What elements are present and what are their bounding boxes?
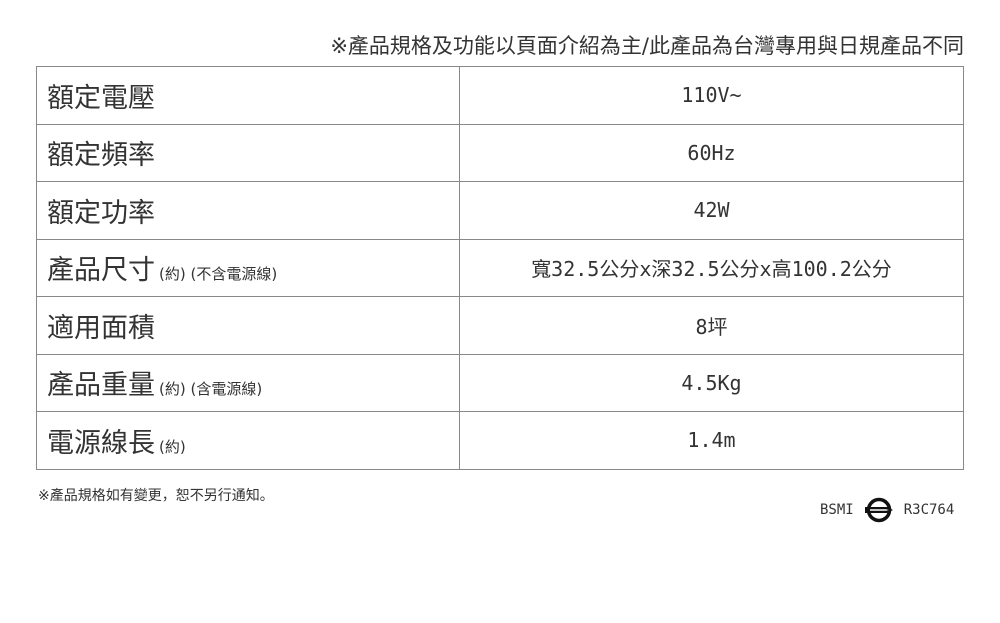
- spec-label: 電源線長: [47, 427, 155, 459]
- spec-value: 110V~: [459, 66, 964, 125]
- spec-table: 額定電壓 110V~ 額定頻率 60Hz 額定功率 42W 產品尺寸 (約) (不含電源線) 寬…: [36, 66, 964, 470]
- spec-row: 適用面積 8坪: [36, 296, 964, 355]
- bsmi-prefix: BSMI: [820, 502, 854, 518]
- spec-label-cell: 電源線長 (約): [36, 411, 460, 470]
- spec-row: 額定功率 42W: [36, 181, 964, 240]
- spec-label-note: (約) (含電源線): [159, 380, 263, 399]
- spec-label-cell: 額定電壓: [36, 66, 460, 125]
- spec-label-cell: 額定功率: [36, 181, 460, 240]
- spec-row: 電源線長 (約) 1.4m: [36, 411, 964, 470]
- spec-label-cell: 產品尺寸 (約) (不含電源線): [36, 238, 460, 297]
- spec-value: 42W: [459, 181, 964, 240]
- spec-label: 額定功率: [47, 197, 155, 229]
- spec-value: 8坪: [459, 296, 964, 355]
- bsmi-mark: BSMI R3C764: [820, 497, 954, 523]
- spec-value: 寬32.5公分x深32.5公分x高100.2公分: [459, 238, 964, 297]
- spec-value: 60Hz: [459, 123, 964, 182]
- spec-row: 額定頻率 60Hz: [36, 123, 964, 182]
- spec-label: 額定電壓: [47, 82, 155, 114]
- spec-label: 適用面積: [47, 312, 155, 344]
- spec-row: 額定電壓 110V~: [36, 66, 964, 125]
- spec-label: 產品尺寸: [47, 255, 155, 287]
- bsmi-logo-icon: [864, 497, 893, 523]
- spec-value: 4.5Kg: [459, 353, 964, 412]
- footnote: ※產品規格如有變更，恕不另行通知。: [38, 488, 274, 504]
- spec-value: 1.4m: [459, 411, 964, 470]
- spec-label-note: (約): [159, 437, 186, 456]
- bsmi-code: R3C764: [903, 502, 955, 518]
- spec-row: 產品重量 (約) (含電源線) 4.5Kg: [36, 353, 964, 412]
- spec-disclaimer: ※產品規格及功能以頁面介紹為主/此產品為台灣專用與日規產品不同: [330, 34, 964, 58]
- spec-label-cell: 額定頻率: [36, 123, 460, 182]
- spec-label-cell: 適用面積: [36, 296, 460, 355]
- spec-label: 額定頻率: [47, 140, 155, 172]
- spec-label-note: (約) (不含電源線): [159, 265, 278, 284]
- spec-label: 產品重量: [47, 370, 155, 402]
- spec-row: 產品尺寸 (約) (不含電源線) 寬32.5公分x深32.5公分x高100.2公分: [36, 238, 964, 297]
- spec-label-cell: 產品重量 (約) (含電源線): [36, 353, 460, 412]
